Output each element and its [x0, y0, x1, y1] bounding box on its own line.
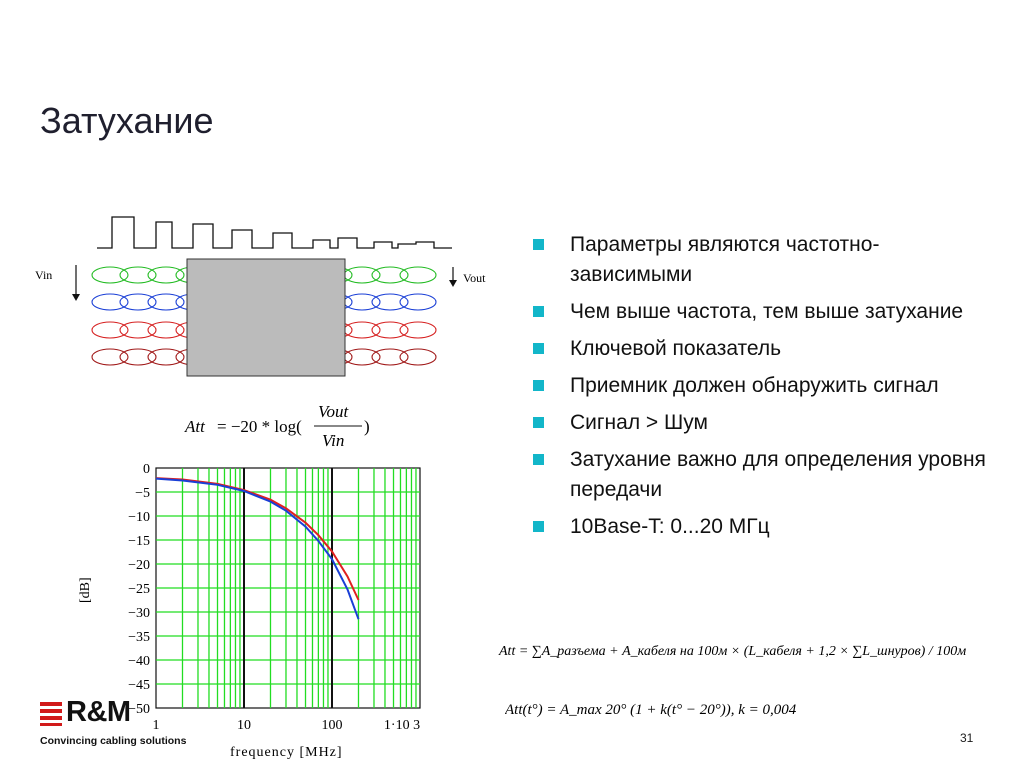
- slide-title: Затухание: [40, 100, 214, 141]
- attenuation-formula: Att = −20 * log( Vout Vin ): [184, 402, 370, 450]
- bullet-item: Ключевой показатель: [532, 334, 992, 364]
- bullet-square-icon: [533, 239, 544, 250]
- chart-grid: [155, 467, 421, 709]
- formula-close: ): [364, 417, 370, 436]
- page-number: 31: [960, 731, 974, 745]
- bullet-text: Приемник должен обнаружить сигнал: [570, 374, 939, 397]
- twist-loop: [371, 348, 409, 366]
- twist-loop: [371, 266, 409, 284]
- x-tick-label: 10: [237, 718, 251, 733]
- twist-loop: [147, 293, 185, 311]
- x-tick-label: 1: [153, 718, 160, 733]
- bullet-square-icon: [533, 454, 544, 465]
- y-tick-label: 0: [143, 462, 150, 477]
- x-tick-label: 100: [322, 718, 343, 733]
- y-tick-label: −35: [128, 630, 150, 645]
- logo-slogan: Convincing cabling solutions: [40, 735, 187, 747]
- attenuation-chart: 0 −5 −10 −15 −20 −25 −30 −35 −40 −45 −50 1 10 100 1·1…: [78, 462, 421, 760]
- bullet-item: Сигнал > Шум: [532, 408, 992, 438]
- y-tick-label: −50: [128, 702, 150, 717]
- y-tick-label: −15: [128, 534, 150, 549]
- bullet-item: Затухание важно для определения уровня п…: [532, 445, 992, 505]
- vout-arrowhead: [449, 280, 457, 287]
- logo-mark: [40, 702, 62, 726]
- y-axis-label: [dB]: [78, 577, 93, 603]
- series-line-2: [155, 477, 360, 620]
- twist-loop: [119, 293, 157, 311]
- bullet-square-icon: [533, 343, 544, 354]
- bullet-text: Сигнал > Шум: [570, 411, 708, 434]
- bullet-text: Ключевой показатель: [570, 337, 782, 360]
- formula-eq: = −20 * log(: [217, 417, 302, 436]
- twist-loop: [399, 348, 437, 366]
- twist-loop: [371, 293, 409, 311]
- bullet-text: Чем выше частота, тем выше затухание: [570, 300, 964, 323]
- vin-label: Vin: [35, 268, 52, 282]
- bullet-item: 10Base-T: 0...20 МГц: [532, 512, 992, 542]
- y-tick-label: −25: [128, 582, 150, 597]
- twist-loop: [399, 266, 437, 284]
- twist-loop: [343, 266, 381, 284]
- twist-loop: [119, 348, 157, 366]
- bullet-text: 10Base-T: 0...20 МГц: [570, 515, 770, 538]
- bullet-text: Затухание важно для определения уровня п…: [570, 448, 986, 501]
- chart-series: [155, 477, 360, 620]
- twist-loop: [343, 293, 381, 311]
- twist-loop: [343, 321, 381, 339]
- bullet-square-icon: [533, 417, 544, 428]
- y-tick-label: −5: [135, 486, 150, 501]
- temperature-formula-text: Att(t°) = A_max 20° (1 + k(t° − 20°)), k…: [505, 702, 797, 718]
- x-axis-label: frequency [MHz]: [230, 745, 343, 760]
- formula-numerator: Vout: [318, 402, 350, 421]
- twist-loop: [91, 266, 129, 284]
- bullet-square-icon: [533, 306, 544, 317]
- twist-loop: [91, 348, 129, 366]
- cable-attenuation-diagram: Vin Vout: [35, 216, 486, 377]
- bullet-square-icon: [533, 521, 544, 532]
- y-tick-label: −20: [128, 558, 150, 573]
- vin-arrowhead: [72, 294, 80, 301]
- y-tick-label: −40: [128, 654, 150, 669]
- bullet-square-icon: [533, 380, 544, 391]
- bullet-text: Параметры являются частотно-зависимыми: [570, 233, 880, 286]
- twist-loop: [119, 266, 157, 284]
- x-tick-labels: 1 10 100 1·10 3: [153, 718, 421, 733]
- twist-loop: [91, 293, 129, 311]
- twist-loop: [371, 321, 409, 339]
- x-tick-label: 1·10 3: [384, 718, 420, 733]
- logo-wordmark: R&M: [66, 696, 131, 728]
- twist-loop: [119, 321, 157, 339]
- twist-loop: [399, 293, 437, 311]
- vout-label: Vout: [463, 271, 486, 285]
- twist-loop: [343, 348, 381, 366]
- formula-denominator: Vin: [322, 431, 344, 450]
- total-attenuation-formula: Att = ∑A_разъема + A_кабеля на 100м × (L…: [498, 644, 966, 659]
- y-tick-label: −30: [128, 606, 150, 621]
- formula-lhs: Att: [184, 417, 206, 436]
- temperature-formula: Att(t°) = A_max 20° (1 + k(t° − 20°)), k…: [505, 702, 797, 718]
- total-formula-text: Att = ∑A_разъема + A_кабеля на 100м × (L…: [498, 644, 966, 659]
- twist-loop: [147, 321, 185, 339]
- y-tick-label: −45: [128, 678, 150, 693]
- twist-loop: [91, 321, 129, 339]
- twist-loop: [399, 321, 437, 339]
- y-tick-labels: 0 −5 −10 −15 −20 −25 −30 −35 −40 −45 −50: [128, 462, 150, 717]
- twist-loop: [147, 266, 185, 284]
- pulse-train: [97, 216, 452, 249]
- bullet-item: Параметры являются частотно-зависимыми: [532, 230, 992, 290]
- y-tick-label: −10: [128, 510, 150, 525]
- bullet-list: Параметры являются частотно-зависимыми Че…: [532, 230, 992, 549]
- twist-loop: [147, 348, 185, 366]
- bullet-item: Чем выше частота, тем выше затухание: [532, 297, 992, 327]
- bullet-item: Приемник должен обнаружить сигнал: [532, 371, 992, 401]
- cable-box: [186, 258, 346, 377]
